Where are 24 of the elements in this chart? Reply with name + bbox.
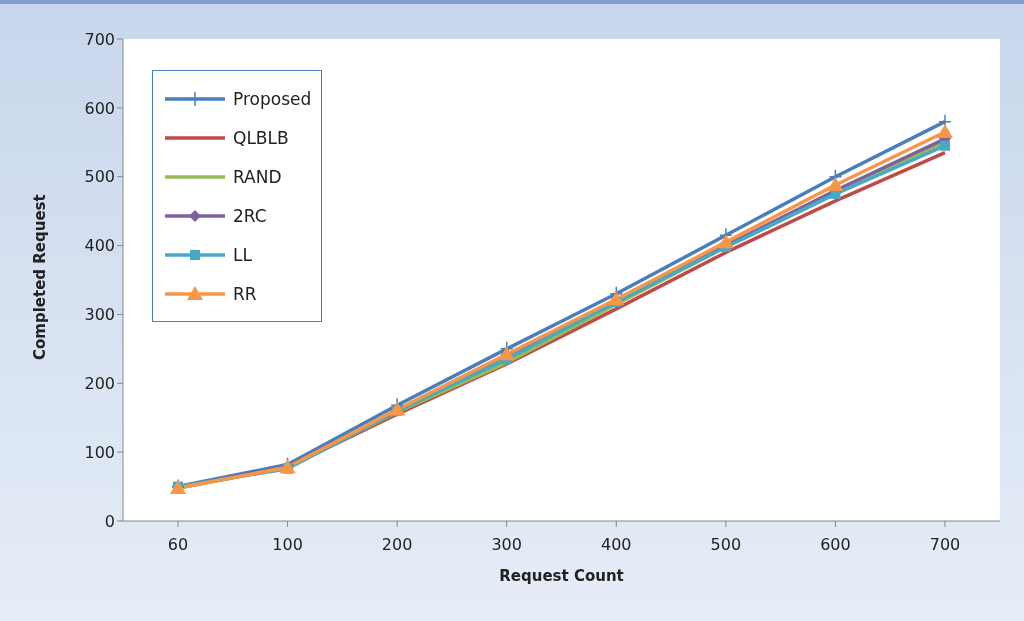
legend-label: QLBLB [233, 127, 289, 148]
y-tick-label: 200 [84, 373, 115, 393]
y-tick-label: 300 [84, 305, 115, 325]
x-tick-label: 100 [272, 535, 303, 555]
y-tick-label: 500 [84, 167, 115, 187]
x-tick-label: 600 [820, 535, 851, 555]
x-tick-label: 60 [167, 535, 189, 555]
y-tick-label: 700 [84, 29, 115, 49]
legend-label: RAND [233, 166, 282, 187]
y-tick-label: 600 [84, 98, 115, 118]
y-tick-label: 400 [84, 236, 115, 256]
x-tick-label: 400 [601, 535, 632, 555]
x-tick-label: 300 [491, 535, 522, 555]
y-tick-label: 0 [104, 511, 115, 531]
x-tick-label: 700 [929, 535, 961, 555]
y-axis-title: Completed Request [31, 194, 50, 360]
y-tick-label: 100 [84, 442, 115, 462]
x-tick-label: 500 [710, 535, 742, 555]
legend-label: LL [233, 244, 252, 265]
legend-label: Proposed [233, 88, 312, 109]
legend-label: RR [233, 283, 257, 304]
x-tick-label: 200 [381, 535, 413, 555]
legend-label: 2RC [233, 205, 267, 226]
x-axis-title: Request Count [499, 567, 624, 585]
